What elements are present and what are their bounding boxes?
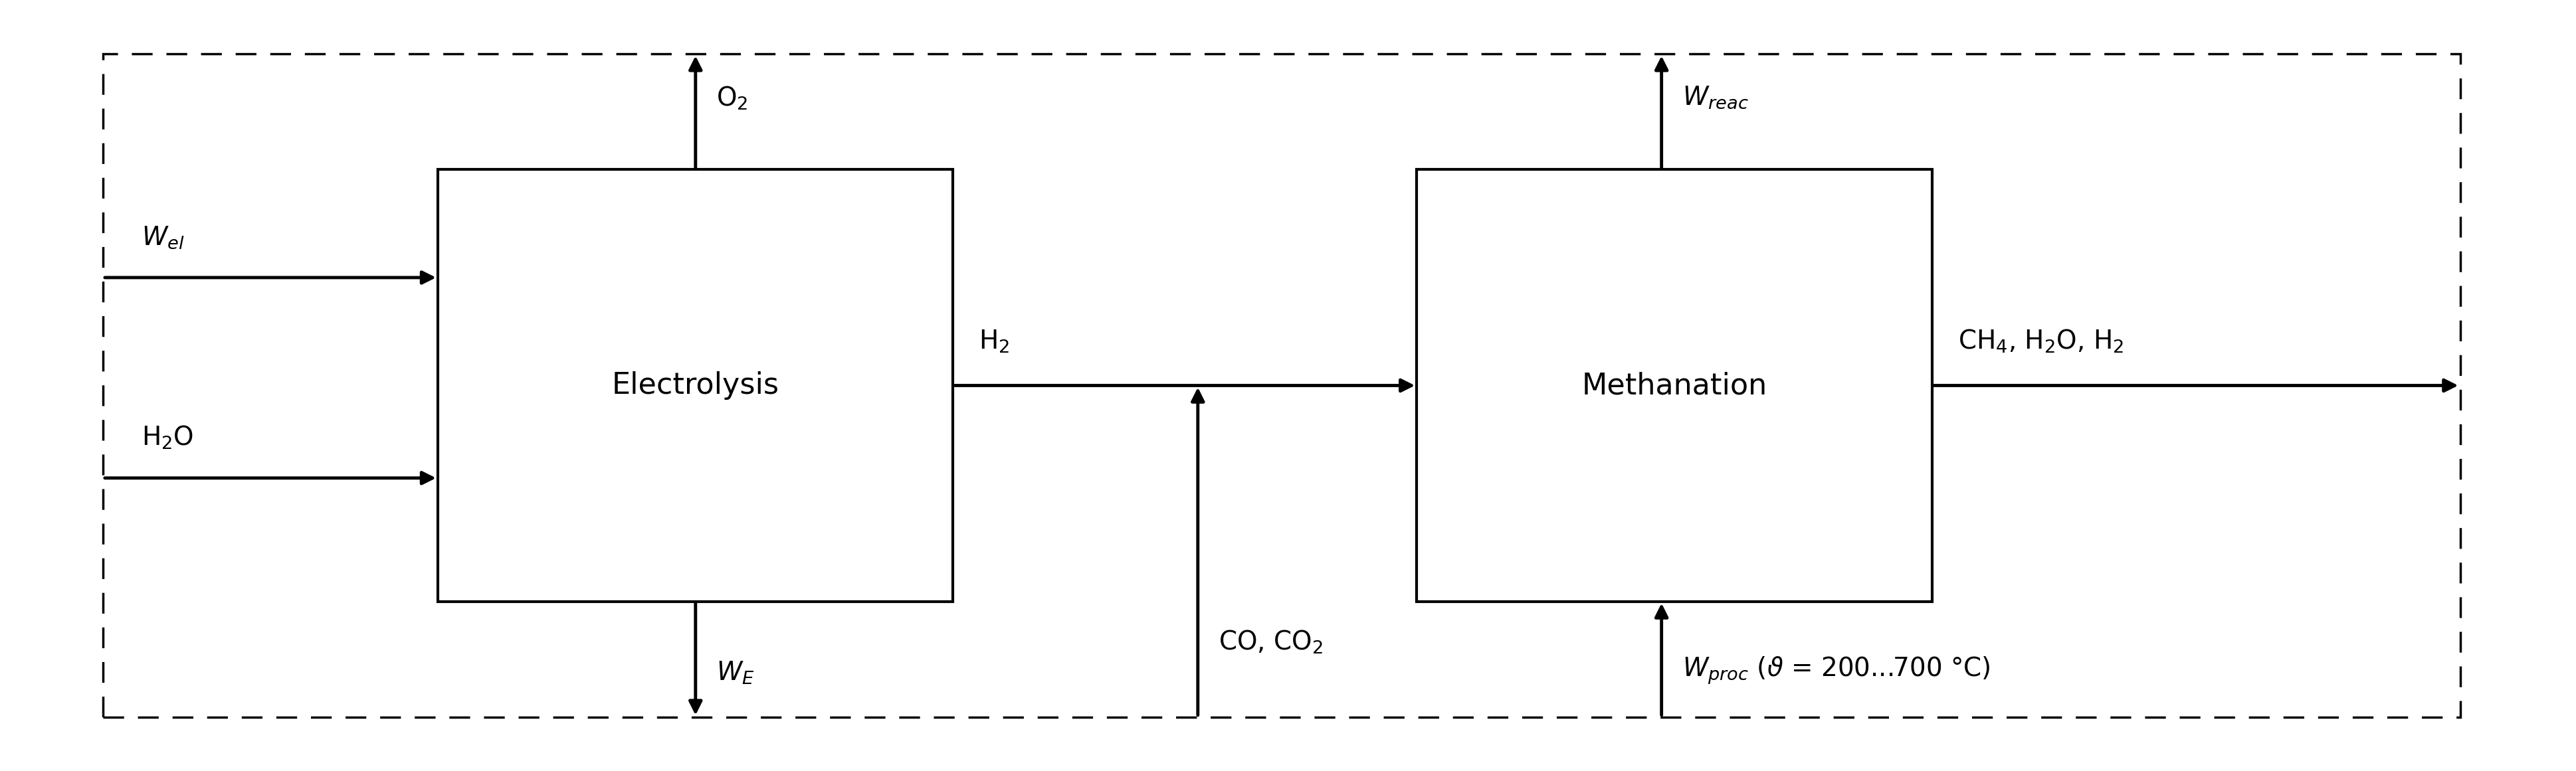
Text: H$_2$O: H$_2$O [142,424,193,451]
Text: CO, CO$_2$: CO, CO$_2$ [1218,628,1324,655]
Text: Electrolysis: Electrolysis [613,371,778,400]
Text: $W_\mathit{el}$: $W_\mathit{el}$ [142,225,185,251]
Bar [103,54,2460,717]
Text: Methanation: Methanation [1582,371,1767,400]
Text: $W_\mathit{E}$: $W_\mathit{E}$ [716,660,755,686]
Text: CH$_4$, H$_2$O, H$_2$: CH$_4$, H$_2$O, H$_2$ [1958,328,2123,355]
Bar [1417,170,1932,601]
Text: H$_2$: H$_2$ [979,328,1010,355]
Text: $W_\mathit{proc}$ ($\vartheta$ = 200...700 °C): $W_\mathit{proc}$ ($\vartheta$ = 200...7… [1682,655,1991,686]
Bar [438,170,953,601]
Text: $W_\mathit{reac}$: $W_\mathit{reac}$ [1682,85,1749,110]
Text: O$_2$: O$_2$ [716,85,747,112]
